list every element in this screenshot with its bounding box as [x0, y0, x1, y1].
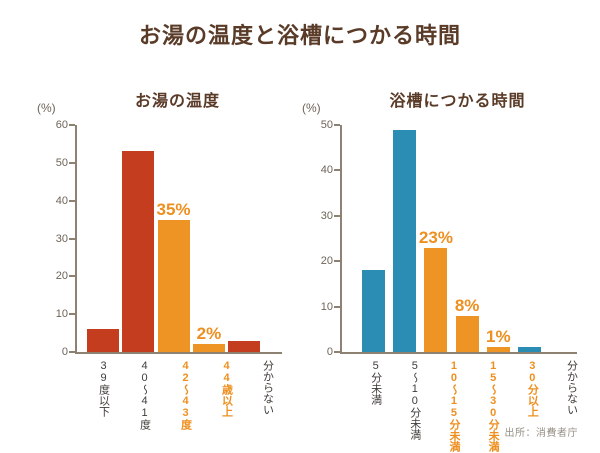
x-category-cell: 44歳以上 [206, 354, 247, 450]
y-axis-tick [334, 214, 340, 217]
bar-cell [358, 125, 389, 352]
bar-value-label: 1% [485, 327, 511, 347]
y-axis-unit-label: (%) [37, 101, 56, 115]
y-axis-tick-label: 50 [55, 156, 68, 169]
bar-value-label: 35% [156, 199, 191, 219]
x-category-cell: 分からない [247, 354, 288, 450]
y-axis-tick-label: 10 [55, 308, 68, 321]
bar-cell: 8% [452, 125, 483, 352]
y-axis-tick-label: 30 [320, 209, 333, 222]
bar-6 [517, 347, 541, 352]
bar-cell [227, 125, 262, 352]
chart-subtitle: お湯の温度 [134, 93, 220, 110]
plot-area: 0 10 20 30 40 50 60 35% 2% [56, 119, 282, 358]
chart-hot-water-temperature: お湯の温度 (%) 0 10 20 30 40 50 60 35% 2% 39度以下 40〜41度 42〜… [22, 85, 284, 453]
bar-3 [424, 247, 448, 352]
x-category-cell: 5〜10分未満 [395, 354, 434, 450]
x-category-cell: 42〜43度 [165, 354, 206, 450]
y-axis-tick-label: 30 [55, 232, 68, 245]
bar-3 [157, 219, 190, 352]
bar-2 [393, 129, 417, 352]
bar-cell: 1% [483, 125, 514, 352]
source-note: 出所：消費者庁 [504, 428, 578, 439]
y-axis-tick [69, 351, 75, 353]
x-category-label: 15〜30分未満 [487, 360, 500, 452]
x-axis-labels: 5分未満 5〜10分未満 10〜15分未満 15〜30分未満 30分以上 分からない [340, 354, 600, 452]
y-axis-unit-label: (%) [302, 101, 321, 115]
y-axis-tick [334, 124, 340, 126]
bar-cell: 23% [418, 125, 453, 352]
y-axis-tick-label: 10 [320, 300, 333, 313]
x-category-label: 44歳以上 [220, 360, 233, 417]
bar-cell: 2% [191, 125, 226, 352]
x-category-cell: 30分以上 [513, 354, 552, 450]
y-axis-tick-label: 20 [320, 255, 333, 268]
y-axis-tick [334, 169, 340, 172]
bar-value-label: 23% [418, 227, 453, 247]
y-axis-tick-label: 0 [61, 346, 68, 358]
bars-area: 23% 8% 1% [342, 125, 577, 352]
x-category-label: 10〜15分未満 [447, 360, 460, 452]
y-axis-tick [69, 161, 75, 164]
x-category-label: 39度以下 [97, 360, 110, 417]
y-axis-tick-label: 40 [55, 194, 68, 207]
x-category-cell: 5分未満 [356, 354, 395, 450]
y-axis-tick-label: 60 [55, 119, 68, 131]
bars-area: 35% 2% [77, 125, 282, 352]
plot-area: 0 10 20 30 40 50 23% 8% 1% [321, 119, 577, 358]
bar-cell [120, 125, 155, 352]
x-category-cell: 10〜15分未満 [434, 354, 473, 452]
bar-2 [122, 151, 155, 352]
chart-soaking-time: 浴槽につかる時間 (%) 0 10 20 30 40 50 23% 8% 1% 5分未満 5〜10分未満… [298, 85, 590, 453]
y-axis-tick [334, 305, 340, 308]
bar-cell [389, 125, 420, 352]
bar-value-label: 2% [196, 324, 222, 344]
y-axis-tick-label: 20 [55, 270, 68, 283]
y-axis-tick-label: 40 [320, 164, 333, 177]
y-axis-tick [69, 313, 75, 316]
bar-cell: 35% [156, 125, 191, 352]
bar-4 [192, 344, 225, 352]
x-category-label: 40〜41度 [138, 360, 151, 430]
x-category-label: 分からない [261, 360, 274, 415]
x-category-label: 5分未満 [369, 360, 382, 405]
bar-cell [85, 125, 120, 352]
x-category-label: 5〜10分未満 [408, 360, 421, 440]
y-axis-tick [334, 351, 340, 353]
y-axis-tick [69, 124, 75, 126]
x-category-cell: 分からない [552, 354, 591, 450]
y-axis-tick-label: 50 [320, 119, 333, 131]
x-category-label: 分からない [565, 360, 578, 415]
y-axis-tick-label: 0 [326, 346, 333, 358]
chart-subtitle: 浴槽につかる時間 [389, 93, 526, 110]
y-axis-tick [334, 260, 340, 263]
bar-value-label: 8% [454, 295, 480, 315]
x-category-cell: 40〜41度 [124, 354, 165, 450]
x-axis-labels: 39度以下 40〜41度 42〜43度 44歳以上 分からない [75, 354, 308, 450]
x-category-label: 30分以上 [526, 360, 539, 417]
bar-cell [514, 125, 545, 352]
page-title: お湯の温度と浴槽につかる時間 [138, 23, 461, 48]
bar-4 [455, 315, 479, 352]
bar-1 [362, 270, 386, 352]
bar-5 [486, 347, 510, 352]
x-category-label: 42〜43度 [179, 360, 192, 430]
bar-1 [86, 329, 119, 352]
y-axis-tick [69, 199, 75, 202]
x-category-cell: 39度以下 [83, 354, 124, 450]
y-axis-tick [69, 237, 75, 240]
x-category-cell: 15〜30分未満 [474, 354, 513, 452]
bar-5 [228, 340, 261, 352]
y-axis-tick [69, 275, 75, 278]
